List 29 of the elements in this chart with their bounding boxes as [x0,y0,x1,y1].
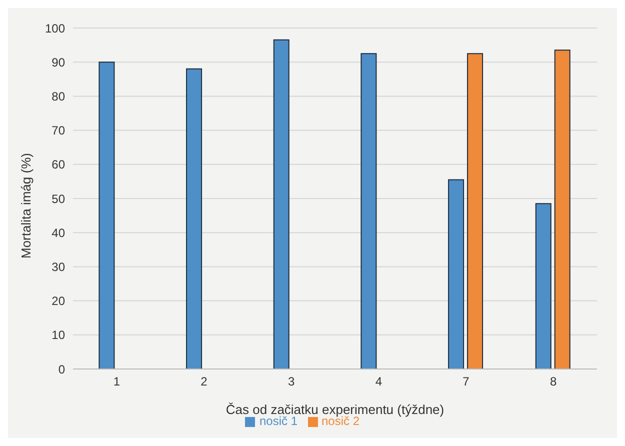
y-tick-label: 60 [52,158,66,172]
y-tick-label: 20 [52,294,66,308]
bar [467,53,484,369]
y-tick-label: 30 [52,260,66,274]
y-tick-label: 50 [52,192,66,206]
y-tick-label: 40 [52,226,66,240]
x-tick-label: 8 [550,374,557,389]
y-tick-label: 100 [44,21,66,36]
bar [273,39,290,369]
bar [448,179,464,369]
y-tick-label: 70 [52,124,66,138]
bar [535,203,552,369]
y-tick-label: 10 [52,328,66,342]
y-tick-label: 0 [58,362,66,376]
x-tick-label: 3 [288,374,295,389]
y-axis-title: Mortalita imág (%) [18,153,34,258]
legend-label: nosič 2 [322,414,360,428]
legend-label: nosič 1 [259,414,298,428]
bar [360,53,377,369]
y-tick-label: 80 [52,89,66,104]
x-tick-label: 4 [375,374,382,389]
y-tick-label: 90 [52,55,66,70]
bar [554,50,570,369]
bar [186,68,202,369]
x-tick-label: 7 [462,374,470,389]
x-tick-label: 1 [113,374,120,389]
x-tick-label: 2 [200,374,208,389]
bar [98,62,115,369]
x-axis-title: Čas od začiatku experimentu (týždne) [226,402,444,417]
